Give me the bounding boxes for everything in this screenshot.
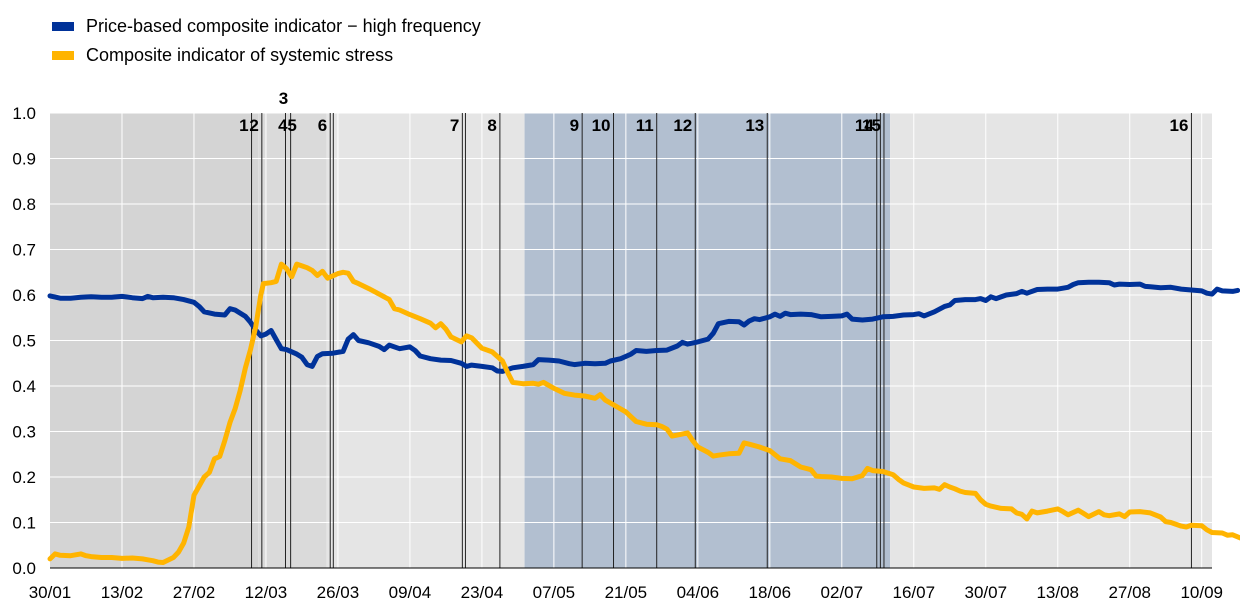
y-tick-label-2: 0.2 (12, 468, 36, 487)
legend-item-price-based: Price-based composite indicator − high f… (52, 12, 481, 41)
event-label-1: 1 (239, 116, 248, 135)
x-tick-label-8: 21/05 (605, 583, 648, 602)
x-axis: 30/01 13/02 27/02 12/03 26/03 09/04 23/04 07/05… (29, 567, 1223, 602)
y-tick-label-0: 0.0 (12, 559, 36, 578)
event-label-13: 13 (745, 116, 764, 135)
x-tick-label-6: 23/04 (461, 583, 504, 602)
event-label-16: 16 (1170, 116, 1189, 135)
y-tick-label-6: 0.6 (12, 286, 36, 305)
x-tick-label-5: 09/04 (389, 583, 432, 602)
y-tick-label-1: 0.1 (12, 514, 36, 533)
event-label-7: 7 (450, 116, 459, 135)
legend-item-ciss: Composite indicator of systemic stress (52, 41, 481, 70)
event-label-12: 12 (673, 116, 692, 135)
x-tick-label-14: 13/08 (1036, 583, 1079, 602)
event-label-5: 5 (287, 116, 296, 135)
legend: Price-based composite indicator − high f… (52, 12, 481, 70)
x-tick-label-4: 26/03 (317, 583, 360, 602)
price-based-indicator-line (47, 279, 1240, 374)
x-tick-label-15: 27/08 (1108, 583, 1151, 602)
x-tick-label-13: 30/07 (964, 583, 1007, 602)
x-tick-label-3: 12/03 (245, 583, 288, 602)
y-tick-label-8: 0.8 (12, 195, 36, 214)
x-tick-label-11: 02/07 (821, 583, 864, 602)
series-lines (47, 261, 1240, 565)
y-tick-label-4: 0.4 (12, 377, 36, 396)
y-tick-label-7: 0.7 (12, 241, 36, 260)
y-tick-label-5: 0.5 (12, 332, 36, 351)
event-label-4: 4 (278, 116, 288, 135)
event-label-9: 9 (570, 116, 579, 135)
x-tick-label-0: 30/01 (29, 583, 72, 602)
x-tick-label-1: 13/02 (101, 583, 144, 602)
legend-label-price-based: Price-based composite indicator − high f… (86, 16, 481, 36)
x-tick-label-7: 07/05 (533, 583, 576, 602)
x-tick-label-10: 18/06 (749, 583, 792, 602)
legend-swatch-price-based (52, 22, 74, 31)
event-label-14: 14 (855, 116, 874, 135)
ciss-line (47, 261, 1240, 565)
legend-label-ciss: Composite indicator of systemic stress (86, 45, 394, 65)
event-label-2: 2 (249, 116, 258, 135)
y-tick-label-10: 1.0 (12, 104, 36, 123)
y-tick-label-9: 0.9 (12, 150, 36, 169)
y-tick-label-3: 0.3 (12, 423, 36, 442)
x-tick-label-9: 04/06 (677, 583, 720, 602)
event-label-3: 3 (279, 89, 288, 108)
y-axis: 0.0 0.1 0.2 0.3 0.4 0.5 0.6 0.7 0.8 0.9 1.0 (12, 104, 36, 578)
x-tick-label-16: 10/09 (1180, 583, 1223, 602)
event-label-8: 8 (487, 116, 496, 135)
event-label-15: 15 (862, 116, 881, 135)
event-label-6: 6 (318, 116, 327, 135)
event-label-11: 11 (636, 116, 654, 135)
event-label-10: 10 (592, 116, 611, 135)
x-tick-label-2: 27/02 (173, 583, 216, 602)
x-tick-label-12: 16/07 (893, 583, 936, 602)
legend-swatch-ciss (52, 51, 74, 60)
